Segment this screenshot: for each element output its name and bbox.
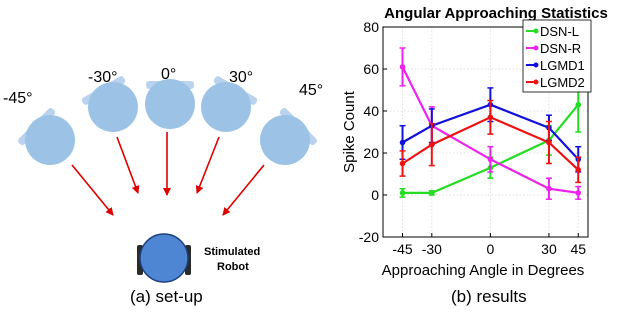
data-point: [546, 185, 552, 192]
x-tick-label: -45: [392, 241, 412, 257]
angle-label-neg45: -45°: [3, 90, 33, 107]
series-lgmd2: [399, 99, 582, 184]
data-point: [399, 160, 406, 167]
plot-frame: [382, 26, 589, 238]
legend-marker: [533, 62, 539, 68]
looming-robot-45: [260, 108, 317, 165]
y-axis-ticks: -20 0 20 40 60 80: [359, 19, 387, 245]
looming-robot-30: [201, 76, 258, 132]
series-layer: [399, 47, 582, 200]
results-chart: Angular Approaching Statistics -20 0 20 40 6…: [341, 5, 608, 279]
legend: DSN-L DSN-R LGMD1 LGMD2: [522, 19, 592, 93]
approach-arrow-45: [222, 164, 265, 216]
x-axis-ticks: -45 -30 0 30 45: [392, 233, 586, 257]
results-caption: (b) results: [451, 287, 527, 306]
data-point: [429, 141, 435, 148]
legend-marker: [533, 79, 539, 85]
angle-label-0: 0°: [161, 66, 176, 83]
approach-arrow-30: [195, 136, 220, 194]
data-point: [487, 114, 494, 121]
data-point: [399, 139, 406, 146]
y-tick-label: 40: [363, 103, 379, 119]
chart-title: Angular Approaching Statistics: [384, 5, 608, 22]
data-point: [399, 190, 406, 196]
y-axis-label: Spike Count: [341, 90, 358, 173]
legend-item-dsn-r: DSN-R: [526, 41, 581, 56]
data-point: [399, 64, 406, 70]
stimulated-robot: [137, 233, 191, 283]
data-point: [575, 101, 582, 108]
legend-marker: [533, 45, 539, 51]
legend-label: DSN-R: [540, 41, 581, 56]
y-tick-label: 20: [363, 145, 379, 161]
stimulated-robot-label-2: Robot: [217, 261, 249, 273]
setup-panel: -45° -30° 0° 30° 45°: [3, 66, 323, 283]
data-point: [575, 167, 582, 173]
looming-robot-neg45: [18, 108, 75, 165]
looming-robot-0: [145, 79, 195, 129]
angle-label-30: 30°: [229, 69, 253, 86]
legend-label: LGMD2: [540, 75, 585, 90]
legend-item-lgmd2: LGMD2: [526, 75, 585, 90]
x-tick-label: 0: [486, 241, 494, 257]
stimulated-robot-label: Stimulated: [204, 246, 260, 258]
y-tick-label: 60: [363, 61, 379, 77]
looming-robot-neg30: [81, 76, 138, 132]
approach-arrow-neg45: [71, 164, 114, 216]
legend-item-dsn-l: DSN-L: [526, 24, 579, 39]
y-tick-label: 80: [363, 19, 379, 35]
legend-marker: [533, 28, 539, 34]
angle-label-45: 45°: [299, 82, 323, 99]
data-point: [487, 156, 494, 163]
data-point: [575, 190, 582, 196]
x-tick-label: 45: [570, 241, 586, 257]
approach-arrow-neg30: [116, 136, 140, 194]
angle-label-neg30: -30°: [88, 69, 118, 86]
data-point: [429, 190, 435, 196]
x-tick-label: -30: [422, 241, 442, 257]
y-tick-label: -20: [359, 229, 379, 245]
x-axis-label: Approaching Angle in Degrees: [382, 262, 585, 279]
legend-label: DSN-L: [540, 24, 579, 39]
legend-label: LGMD1: [540, 58, 585, 73]
y-tick-label: 0: [371, 187, 379, 203]
legend-item-lgmd1: LGMD1: [526, 58, 585, 73]
x-tick-label: 30: [541, 241, 557, 257]
data-point: [546, 139, 552, 146]
setup-caption: (a) set-up: [130, 287, 203, 306]
